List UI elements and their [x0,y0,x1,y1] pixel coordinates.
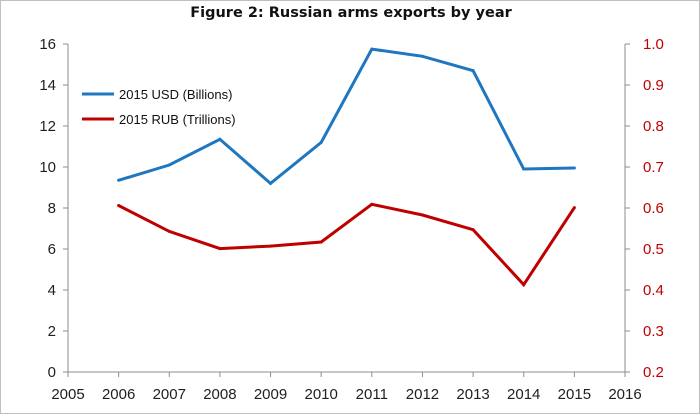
x-tick-label: 2005 [51,386,84,403]
y-left-tick-label: 16 [39,36,56,53]
data-point-usd [218,137,222,141]
data-point-usd [522,167,526,171]
legend-label-rub: 2015 RUB (Trillions) [119,112,236,127]
data-point-usd [319,140,323,144]
y-left-tick-label: 0 [48,364,56,381]
data-point-rub [269,244,272,248]
x-tick-label: 2011 [356,386,388,403]
y-left-tick-label: 6 [48,241,56,258]
y-right-tick-label: 0.6 [643,200,664,217]
data-point-usd [471,69,475,73]
data-point-rub [471,228,475,232]
y-right-tick-label: 0.9 [643,77,664,94]
series-lines [117,47,576,288]
tick-labels: 0 2 4 6 8 10 12 14 16 0.2 0.3 0.4 0.5 0.6 0.7 0.8 0.9 1.0… [39,36,664,403]
data-point-rub [218,247,222,251]
data-point-usd [167,163,171,167]
y-left-tick-label: 8 [48,200,56,217]
y-right-tick-label: 0.3 [643,323,664,340]
x-tick-label: 2015 [558,386,591,403]
legend: 2015 USD (Billions) 2015 RUB (Trillions) [82,87,236,127]
x-tick-label: 2012 [406,386,439,403]
data-point-rub [319,240,323,244]
data-point-rub [572,206,576,210]
y-right-tick-label: 0.8 [643,118,664,135]
y-right-tick-label: 0.2 [643,364,664,381]
series-line-usd [118,47,575,186]
x-tick-label: 2014 [507,386,540,403]
y-left-tick-label: 10 [39,159,56,176]
y-left-tick-label: 4 [48,282,56,299]
y-left-tick-label: 12 [39,118,56,135]
y-right-tick-label: 0.7 [643,159,664,176]
x-tick-label: 2013 [456,386,489,403]
data-point-usd [269,181,272,185]
data-point-usd [370,47,374,51]
x-tick-label: 2010 [304,386,337,403]
y-left-tick-label: 2 [48,323,56,340]
data-point-usd [117,178,121,182]
x-tick-label: 2007 [153,386,186,403]
data-point-usd [572,166,576,170]
y-right-tick-label: 0.5 [643,241,664,258]
data-point-rub [117,204,121,207]
x-tick-label: 2009 [254,386,287,403]
y-right-tick-label: 0.4 [643,282,664,299]
chart-title: Figure 2: Russian arms exports by year [190,5,512,21]
x-tick-label: 2016 [608,386,641,403]
data-point-rub [522,283,526,287]
x-tick-label: 2008 [203,386,236,403]
data-point-rub [421,213,424,217]
legend-label-usd: 2015 USD (Billions) [119,87,232,102]
data-point-usd [421,54,424,58]
series-line-rub [117,202,576,288]
data-point-rub [167,229,171,233]
axes [63,43,630,377]
x-tick-label: 2006 [102,386,135,403]
data-point-rub [370,202,374,206]
y-right-tick-label: 1.0 [643,36,664,53]
y-left-tick-label: 14 [39,77,56,94]
